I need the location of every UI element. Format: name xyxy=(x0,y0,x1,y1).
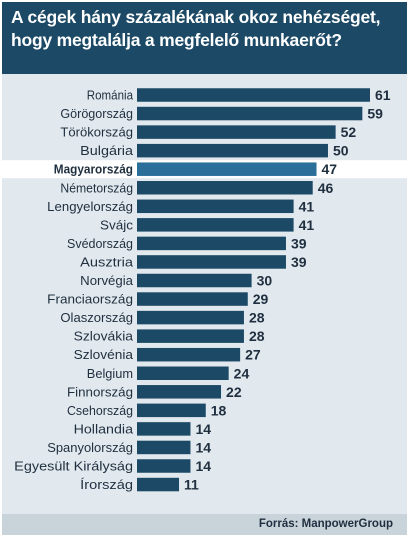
bar-egyesult-kiralysag xyxy=(137,459,191,473)
value-label-szlovakia: 28 xyxy=(249,328,265,344)
value-label-nemetorszag: 46 xyxy=(318,180,334,196)
value-label-irorszag: 11 xyxy=(184,477,199,493)
bar-franciaorszag xyxy=(137,292,248,306)
source-footer: Forrás: ManpowerGroup xyxy=(2,514,407,535)
bar-romania xyxy=(137,88,370,102)
value-label-magyarorszag: 47 xyxy=(322,161,338,177)
bar-svedorszag xyxy=(137,236,286,251)
value-label-svedorszag: 39 xyxy=(291,235,307,251)
value-label-romania: 61 xyxy=(375,87,391,103)
category-label-magyarorszag: Magyarország xyxy=(54,162,133,177)
value-label-norvegia: 30 xyxy=(257,273,273,289)
bar-spanyolorszag xyxy=(137,440,191,455)
value-label-lengyelorszag: 41 xyxy=(299,198,315,214)
source-note: Forrás: ManpowerGroup xyxy=(258,518,393,530)
category-label-franciaorszag: Franciaország xyxy=(47,292,133,307)
value-label-torokorszag: 52 xyxy=(341,124,357,140)
bar-ausztria xyxy=(137,255,286,269)
category-label-finnorszag: Finnország xyxy=(67,384,133,399)
category-label-lengyelorszag: Lengyelország xyxy=(47,199,133,214)
category-label-norvegia: Norvégia xyxy=(80,273,134,288)
chart-title-line-2: hogy megtalálja a megfelelő munkaerőt? xyxy=(11,30,342,50)
value-label-svajc: 41 xyxy=(299,217,315,233)
category-label-gorogorszag: Görögország xyxy=(60,106,133,121)
category-label-szlovenia: Szlovénia xyxy=(74,347,134,362)
value-label-finnorszag: 22 xyxy=(226,384,242,400)
value-label-egyesult-kiralysag: 14 xyxy=(195,458,211,474)
value-label-spanyolorszag: 14 xyxy=(195,439,211,455)
bar-belgium xyxy=(137,366,229,380)
category-label-svedorszag: Svédország xyxy=(67,236,133,251)
chart-title-line-1: A cégek hány százalékának okoz nehézsége… xyxy=(11,7,381,27)
category-label-bulgaria: Bulgária xyxy=(80,143,134,158)
bar-csehorszag xyxy=(137,403,206,418)
category-label-belgium: Belgium xyxy=(87,366,133,381)
bar-lengyelorszag xyxy=(137,199,294,214)
category-label-spanyolorszag: Spanyolország xyxy=(47,440,133,455)
value-label-olaszorszag: 28 xyxy=(249,310,265,326)
bar-hollandia xyxy=(137,422,191,436)
category-label-olaszorszag: Olaszország xyxy=(60,310,133,325)
category-label-hollandia: Hollandia xyxy=(74,421,134,436)
bar-olaszorszag xyxy=(137,310,244,325)
bar-irorszag xyxy=(137,477,180,492)
bar-magyarorszag xyxy=(137,162,317,176)
bar-nemetorszag xyxy=(137,181,313,195)
bar-norvegia xyxy=(137,273,252,288)
category-label-torokorszag: Törökország xyxy=(60,125,133,140)
category-label-svajc: Svájc xyxy=(100,217,134,232)
bar-szlovenia xyxy=(137,347,241,362)
chart-header: A cégek hány százalékának okoz nehézsége… xyxy=(2,2,407,74)
category-label-csehorszag: Csehország xyxy=(67,403,133,418)
bar-finnorszag xyxy=(137,385,222,399)
category-label-romania: Románia xyxy=(87,88,134,103)
category-label-irorszag: Írország xyxy=(80,477,133,492)
category-label-szlovakia: Szlovákia xyxy=(74,329,134,344)
bar-gorogorszag xyxy=(137,106,363,121)
bar-torokorszag xyxy=(137,125,336,139)
category-label-egyesult-kiralysag: Egyesült Királyság xyxy=(14,459,133,474)
value-label-bulgaria: 50 xyxy=(333,143,349,159)
value-label-szlovenia: 27 xyxy=(245,347,261,363)
value-label-ausztria: 39 xyxy=(291,254,307,270)
value-label-franciaorszag: 29 xyxy=(253,291,269,307)
value-label-csehorszag: 18 xyxy=(211,402,227,418)
value-label-gorogorszag: 59 xyxy=(367,106,383,122)
bar-szlovakia xyxy=(137,329,244,343)
category-label-ausztria: Ausztria xyxy=(80,254,134,269)
value-label-belgium: 24 xyxy=(234,365,250,381)
bar-bulgaria xyxy=(137,143,328,158)
value-label-hollandia: 14 xyxy=(195,421,211,437)
category-label-nemetorszag: Németország xyxy=(60,180,133,195)
bar-svajc xyxy=(137,218,294,232)
